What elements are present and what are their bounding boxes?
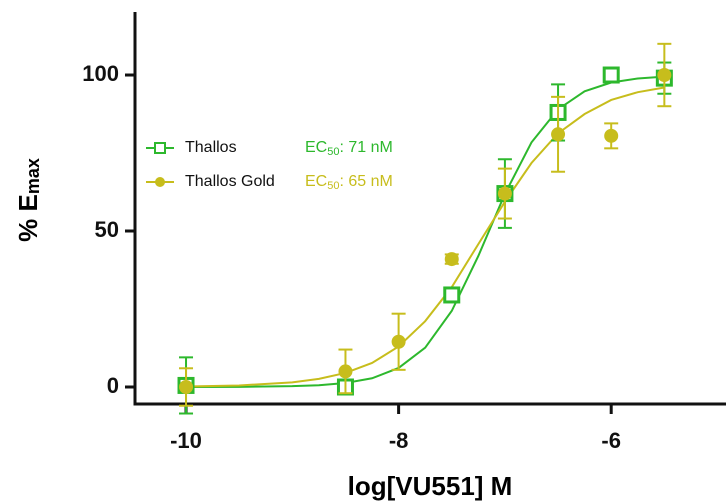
legend-marker bbox=[154, 142, 166, 154]
y-axis-label: % Emax bbox=[13, 158, 43, 242]
y-tick-label: 0 bbox=[107, 373, 119, 398]
x-tick-label: -8 bbox=[389, 428, 409, 453]
y-tick-label: 100 bbox=[82, 61, 119, 86]
x-tick-label: -6 bbox=[601, 428, 621, 453]
marker bbox=[497, 186, 512, 201]
ec50-suffix: : 65 nM bbox=[339, 173, 392, 190]
x-tick-label: -10 bbox=[170, 428, 202, 453]
legend-label: Thallos bbox=[185, 139, 237, 156]
y-axis-label-subscript: max bbox=[23, 158, 43, 194]
ec50-prefix: EC bbox=[305, 139, 327, 156]
ec50-subscript: 50 bbox=[327, 146, 339, 158]
fit-curve bbox=[186, 75, 665, 388]
marker bbox=[602, 66, 620, 84]
marker bbox=[338, 364, 353, 379]
marker bbox=[443, 286, 461, 304]
marker bbox=[444, 252, 459, 267]
legend-label: Thallos Gold bbox=[185, 173, 275, 190]
marker bbox=[179, 379, 194, 394]
x-axis-label: log[VU551] M bbox=[348, 471, 513, 501]
marker bbox=[551, 127, 566, 142]
fit-curve bbox=[186, 86, 665, 388]
marker bbox=[391, 334, 406, 349]
marker bbox=[657, 68, 672, 83]
marker bbox=[604, 128, 619, 143]
y-tick-label: 50 bbox=[95, 217, 119, 242]
y-axis-label-main: % E bbox=[13, 194, 43, 242]
ec50-annotation: EC50: 71 nM bbox=[305, 139, 393, 158]
ec50-suffix: : 71 nM bbox=[339, 139, 392, 156]
ec50-annotation: EC50: 65 nM bbox=[305, 173, 393, 192]
ec50-subscript: 50 bbox=[327, 180, 339, 192]
legend-marker bbox=[155, 177, 165, 187]
ec50-prefix: EC bbox=[305, 173, 327, 190]
